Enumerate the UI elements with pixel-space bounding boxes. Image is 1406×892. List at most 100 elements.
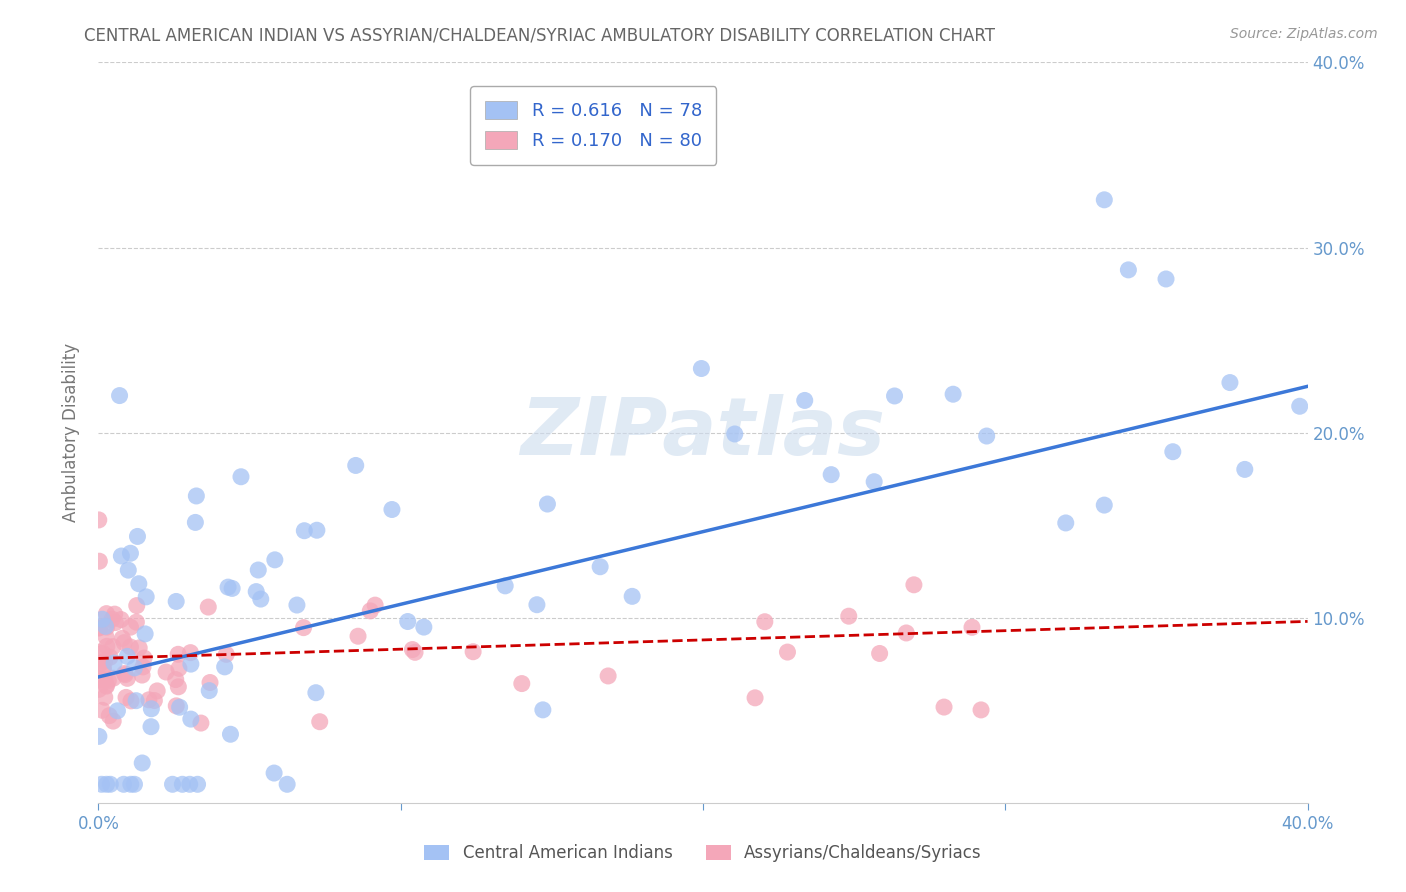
Point — [510, 676, 533, 690]
Point — [103, 671, 125, 685]
Point — [128, 640, 150, 655]
Point — [1118, 263, 1140, 277]
Point — [94, 690, 117, 705]
Point — [131, 756, 153, 770]
Point — [96, 607, 118, 621]
Point — [359, 604, 381, 618]
Point — [364, 598, 387, 612]
Point — [93, 654, 115, 668]
Point — [138, 693, 160, 707]
Point — [187, 777, 209, 791]
Point — [87, 621, 110, 635]
Point — [112, 635, 135, 649]
Point — [1161, 444, 1184, 458]
Point — [120, 620, 142, 634]
Point — [932, 700, 955, 714]
Point — [1154, 272, 1177, 286]
Point — [838, 609, 860, 624]
Point — [114, 666, 136, 681]
Point — [229, 469, 252, 483]
Point — [754, 615, 776, 629]
Point — [114, 667, 136, 681]
Text: ZIPatlas: ZIPatlas — [520, 393, 886, 472]
Point — [120, 694, 142, 708]
Point — [197, 600, 219, 615]
Point — [91, 661, 114, 675]
Point — [1092, 193, 1115, 207]
Point — [135, 590, 157, 604]
Point — [863, 475, 886, 489]
Y-axis label: Ambulatory Disability: Ambulatory Disability — [62, 343, 80, 522]
Point — [942, 387, 965, 401]
Point — [87, 682, 110, 697]
Point — [883, 389, 905, 403]
Point — [463, 645, 485, 659]
Point — [169, 700, 191, 714]
Point — [87, 730, 110, 744]
Point — [214, 660, 236, 674]
Point — [146, 684, 169, 698]
Point — [96, 640, 118, 654]
Point — [108, 388, 131, 402]
Point — [124, 661, 146, 675]
Point — [180, 657, 202, 672]
Point — [125, 615, 148, 629]
Point — [263, 553, 285, 567]
Point — [93, 662, 115, 676]
Point — [98, 777, 121, 791]
Point — [128, 576, 150, 591]
Point — [112, 777, 135, 791]
Point — [401, 642, 423, 657]
Point — [249, 592, 271, 607]
Point — [598, 669, 620, 683]
Point — [165, 594, 187, 608]
Point — [110, 549, 132, 563]
Point — [117, 563, 139, 577]
Point — [94, 619, 117, 633]
Point — [98, 650, 121, 665]
Point — [125, 599, 148, 613]
Text: CENTRAL AMERICAN INDIAN VS ASSYRIAN/CHALDEAN/SYRIAC AMBULATORY DISABILITY CORREL: CENTRAL AMERICAN INDIAN VS ASSYRIAN/CHAL… — [84, 27, 995, 45]
Point — [104, 607, 127, 621]
Point — [125, 694, 148, 708]
Point — [165, 698, 187, 713]
Point — [589, 559, 612, 574]
Point — [724, 427, 747, 442]
Point — [412, 620, 434, 634]
Point — [526, 598, 548, 612]
Point — [89, 554, 111, 568]
Point — [215, 648, 238, 662]
Point — [180, 712, 202, 726]
Point — [1233, 462, 1256, 476]
Point — [820, 467, 842, 482]
Point — [91, 646, 114, 660]
Point — [98, 708, 121, 723]
Point — [104, 615, 127, 630]
Point — [263, 766, 285, 780]
Point — [96, 777, 118, 791]
Point — [344, 458, 367, 473]
Point — [347, 629, 370, 643]
Point — [245, 584, 267, 599]
Point — [115, 690, 138, 705]
Point — [381, 502, 404, 516]
Point — [744, 690, 766, 705]
Point — [896, 626, 918, 640]
Legend: Central American Indians, Assyrians/Chaldeans/Syriacs: Central American Indians, Assyrians/Chal… — [418, 838, 988, 869]
Point — [184, 516, 207, 530]
Point — [96, 620, 118, 634]
Point — [101, 612, 124, 626]
Point — [96, 679, 118, 693]
Point — [536, 497, 558, 511]
Point — [198, 683, 221, 698]
Point — [292, 524, 315, 538]
Point — [1288, 399, 1310, 413]
Point — [89, 621, 111, 635]
Point — [308, 714, 330, 729]
Point — [621, 590, 644, 604]
Point — [117, 649, 139, 664]
Point — [396, 615, 419, 629]
Point — [793, 393, 815, 408]
Point — [91, 703, 114, 717]
Point — [134, 627, 156, 641]
